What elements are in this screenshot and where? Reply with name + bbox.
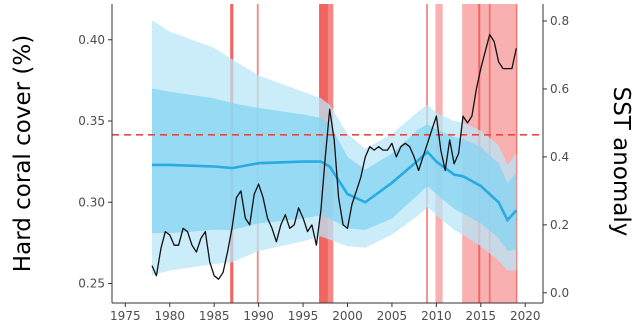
coral-cover-ci50-band [152, 88, 517, 251]
y2-tick-label-4: 0.8 [550, 14, 569, 28]
y-tick-label-0: 0.25 [78, 277, 105, 291]
y2-tick-label-2: 0.4 [550, 150, 569, 164]
series-lines [151, 33, 518, 280]
x-tick-label-2020: 2020 [510, 309, 541, 323]
y-tick-label-2: 0.35 [78, 114, 105, 128]
y2-axis-title: SST anomaly [608, 87, 634, 237]
x-tick-label-2005: 2005 [377, 309, 408, 323]
y-tick-label-1: 0.30 [78, 195, 105, 209]
y2-tick-label-3: 0.6 [550, 82, 569, 96]
bleaching-span-10 [515, 4, 518, 303]
x-tick-label-2010: 2010 [421, 309, 452, 323]
sst-anomaly-line [151, 33, 517, 280]
x-tick-label-1975: 1975 [110, 309, 141, 323]
y-axis-title: Hard coral cover (%) [10, 35, 36, 272]
y2-tick-label-1: 0.2 [550, 218, 569, 232]
x-tick-label-2000: 2000 [332, 309, 363, 323]
x-tick-label-1995: 1995 [288, 309, 319, 323]
x-tick-label-1980: 1980 [154, 309, 185, 323]
y2-tick-label-0: 0.0 [550, 286, 569, 300]
coral-cover-ci-bands [152, 20, 517, 276]
coral-cover-mean-line [152, 150, 518, 223]
x-tick-label-1990: 1990 [243, 309, 274, 323]
x-tick-label-1985: 1985 [199, 309, 230, 323]
y-tick-label-3: 0.40 [78, 33, 105, 47]
x-tick-label-2015: 2015 [466, 309, 497, 323]
axes: 1975 1980 1985 1990 1995 2000 2005 2010 2015 2020… [78, 4, 569, 323]
